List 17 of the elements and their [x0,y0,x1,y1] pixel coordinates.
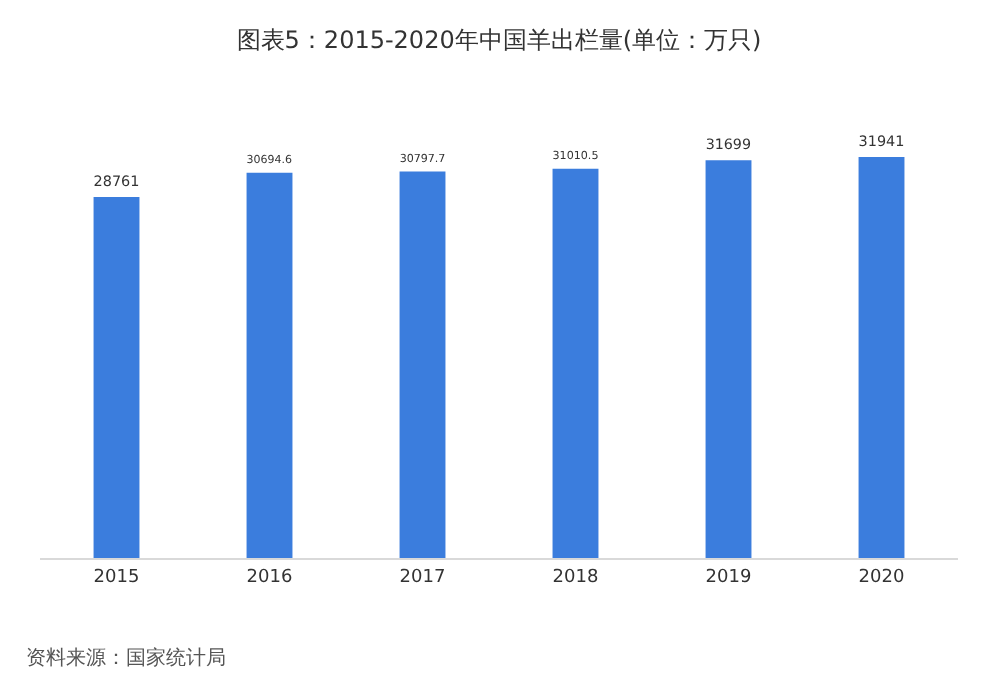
data-label: 31941 [858,132,905,151]
x-tick-label: 2020 [858,567,905,588]
x-tick-label: 2015 [93,567,140,588]
bar [552,168,599,558]
bar [858,157,905,558]
bar [399,171,446,558]
x-tick-label: 2016 [246,567,293,588]
chart-title: 图表5：2015-2020年中国羊出栏量(单位：万只) [236,25,762,54]
bar [705,160,752,558]
x-tick-label: 2019 [705,567,752,588]
text: 资料来源：国家统计局 [26,646,226,670]
data-label: 28761 [93,172,140,191]
x-tick-label: 2017 [399,567,446,588]
x-tick-label: 2018 [552,567,599,588]
bar [93,197,140,558]
bar [246,172,293,558]
data-label: 31699 [705,135,752,154]
